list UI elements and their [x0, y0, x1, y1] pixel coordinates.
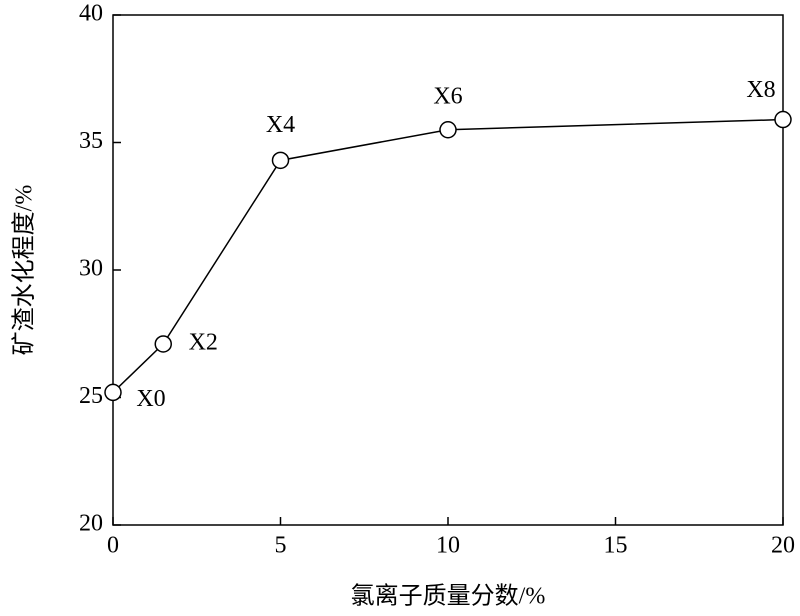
point-label: X0 [136, 386, 165, 412]
y-tick-label: 25 [79, 383, 103, 409]
point-label: X2 [189, 329, 218, 355]
x-tick-label: 0 [107, 533, 119, 559]
y-tick-label: 30 [79, 256, 103, 282]
data-point [271, 151, 290, 170]
y-tick-label: 35 [79, 128, 103, 154]
point-label: X6 [433, 83, 462, 109]
x-tick-label: 5 [275, 533, 287, 559]
data-point [774, 110, 792, 129]
y-axis-label: 矿渣水化程度/% [11, 185, 38, 356]
data-point [154, 335, 172, 353]
x-tick-label: 10 [436, 533, 460, 559]
data-point [104, 383, 122, 402]
data-point [439, 121, 457, 139]
point-label: X4 [266, 112, 295, 138]
y-tick-label: 40 [79, 1, 103, 27]
point-label: X8 [746, 77, 775, 103]
x-axis-label: 氯离子质量分数/% [351, 583, 546, 610]
y-tick-label: 20 [79, 511, 103, 537]
x-tick-label: 20 [771, 533, 795, 559]
x-tick-label: 15 [604, 533, 628, 559]
